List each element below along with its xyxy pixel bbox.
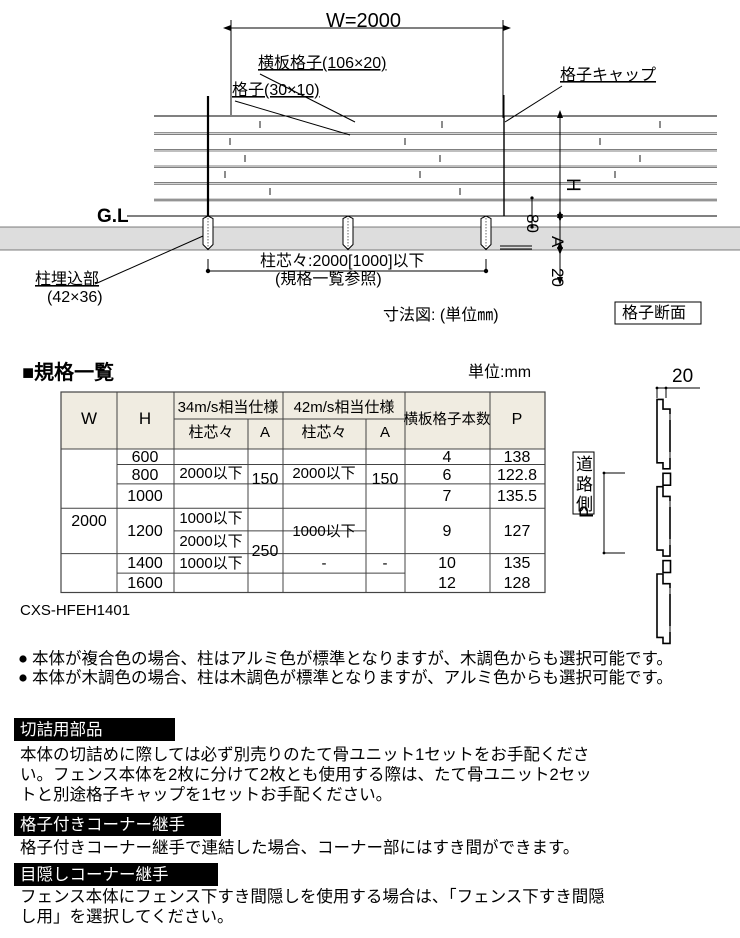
svg-text:格子キャップ: 格子キャップ <box>560 66 656 84</box>
svg-text:135.5: 135.5 <box>497 488 537 505</box>
svg-text:135: 135 <box>504 555 531 572</box>
svg-text:1000以下: 1000以下 <box>179 510 242 527</box>
svg-text:切詰用部品: 切詰用部品 <box>20 720 103 739</box>
svg-text:A: A <box>380 424 390 441</box>
svg-text:42m/s相当仕様: 42m/s相当仕様 <box>294 399 395 416</box>
svg-text:P: P <box>512 411 523 428</box>
svg-text:800: 800 <box>132 467 159 484</box>
svg-text:122.8: 122.8 <box>497 467 537 484</box>
svg-text:■規格一覧: ■規格一覧 <box>22 360 114 384</box>
svg-text:本体が木調色の場合、柱は木調色が標準となりますが、アルミ色か: 本体が木調色の場合、柱は木調色が標準となりますが、アルミ色からも選択可能です。 <box>32 668 673 687</box>
svg-text:柱芯々: 柱芯々 <box>188 424 233 441</box>
svg-text:横板格子本数: 横板格子本数 <box>404 410 491 428</box>
svg-text:A: A <box>548 236 567 248</box>
svg-text:250: 250 <box>252 543 279 560</box>
svg-text:本体の切詰めに際しては必ず別売りのたて骨ユニット1セットをお: 本体の切詰めに際しては必ず別売りのたて骨ユニット1セットをお手配くださ <box>20 745 589 764</box>
svg-text:80: 80 <box>523 214 542 233</box>
svg-text:柱芯々:2000[1000]以下: 柱芯々:2000[1000]以下 <box>260 252 425 270</box>
svg-text:7: 7 <box>443 488 452 505</box>
svg-text:H: H <box>139 409 151 428</box>
svg-text:柱芯々: 柱芯々 <box>301 424 346 441</box>
svg-text:本体が複合色の場合、柱はアルミ色が標準となりますが、木調色か: 本体が複合色の場合、柱はアルミ色が標準となりますが、木調色からも選択可能です。 <box>32 649 673 668</box>
svg-text:150: 150 <box>372 471 399 488</box>
svg-text:い。フェンス本体を2枚に分けて2枚とも使用する際は、たて骨ユ: い。フェンス本体を2枚に分けて2枚とも使用する際は、たて骨ユニット2セッ <box>20 765 592 784</box>
svg-text:格子付きコーナー継手で連結した場合、コーナー部にはすき間がで: 格子付きコーナー継手で連結した場合、コーナー部にはすき間ができます。 <box>20 838 579 857</box>
svg-text:6: 6 <box>443 467 452 484</box>
svg-text:20: 20 <box>548 268 567 287</box>
svg-text:し用」を選択してください。: し用」を選択してください。 <box>20 907 234 926</box>
svg-text:1000: 1000 <box>127 488 163 505</box>
svg-text:横板格子(106×20): 横板格子(106×20) <box>258 54 387 72</box>
svg-text:1000以下: 1000以下 <box>292 523 355 540</box>
svg-text:12: 12 <box>438 575 456 592</box>
svg-text:A: A <box>260 424 270 441</box>
svg-text:600: 600 <box>132 449 159 466</box>
svg-text:10: 10 <box>438 555 456 572</box>
svg-text:道: 道 <box>576 455 593 474</box>
svg-text:1600: 1600 <box>127 575 163 592</box>
svg-text:2000以下: 2000以下 <box>292 465 355 482</box>
svg-text:138: 138 <box>504 449 531 466</box>
svg-text:格子(30×10): 格子(30×10) <box>232 81 320 99</box>
svg-text:フェンス本体にフェンス下すき間隠しを使用する場合は、「フェン: フェンス本体にフェンス下すき間隠しを使用する場合は、「フェンス下すき間隠 <box>20 887 605 906</box>
svg-text:格子付きコーナー継手: 格子付きコーナー継手 <box>20 815 185 834</box>
svg-text:CXS-HFEH1401: CXS-HFEH1401 <box>20 602 130 619</box>
svg-text:(42×36): (42×36) <box>47 289 103 306</box>
svg-text:-: - <box>322 555 327 572</box>
svg-text:柱埋込部: 柱埋込部 <box>35 270 99 288</box>
svg-text:150: 150 <box>252 471 279 488</box>
svg-text:路: 路 <box>576 475 593 494</box>
svg-text:1000以下: 1000以下 <box>179 555 242 572</box>
svg-text:127: 127 <box>504 523 531 540</box>
svg-text:側: 側 <box>576 495 593 514</box>
svg-text:34m/s相当仕様: 34m/s相当仕様 <box>178 399 279 416</box>
svg-text:G.L: G.L <box>97 206 129 227</box>
svg-text:20: 20 <box>672 366 693 387</box>
svg-text:1400: 1400 <box>127 555 163 572</box>
svg-text:H: H <box>562 178 583 192</box>
svg-text:寸法図: (単位㎜): 寸法図: (単位㎜) <box>383 306 499 324</box>
svg-text:9: 9 <box>443 523 452 540</box>
svg-text:格子断面: 格子断面 <box>622 304 686 322</box>
svg-text:W=2000: W=2000 <box>326 10 401 32</box>
svg-text:-: - <box>383 555 388 572</box>
svg-text:単位:mm: 単位:mm <box>468 363 531 381</box>
svg-text:トと別途格子キャップを1セットお手配ください。: トと別途格子キャップを1セットお手配ください。 <box>20 785 392 804</box>
svg-text:2000以下: 2000以下 <box>179 533 242 550</box>
svg-text:目隠しコーナー継手: 目隠しコーナー継手 <box>20 865 169 884</box>
svg-text:4: 4 <box>443 449 452 466</box>
svg-text:W: W <box>81 409 97 428</box>
svg-text:2000以下: 2000以下 <box>179 465 242 482</box>
svg-text:(規格一覧参照): (規格一覧参照) <box>275 269 382 288</box>
svg-text:128: 128 <box>504 575 531 592</box>
svg-text:1200: 1200 <box>127 523 163 540</box>
svg-text:2000: 2000 <box>71 513 107 530</box>
